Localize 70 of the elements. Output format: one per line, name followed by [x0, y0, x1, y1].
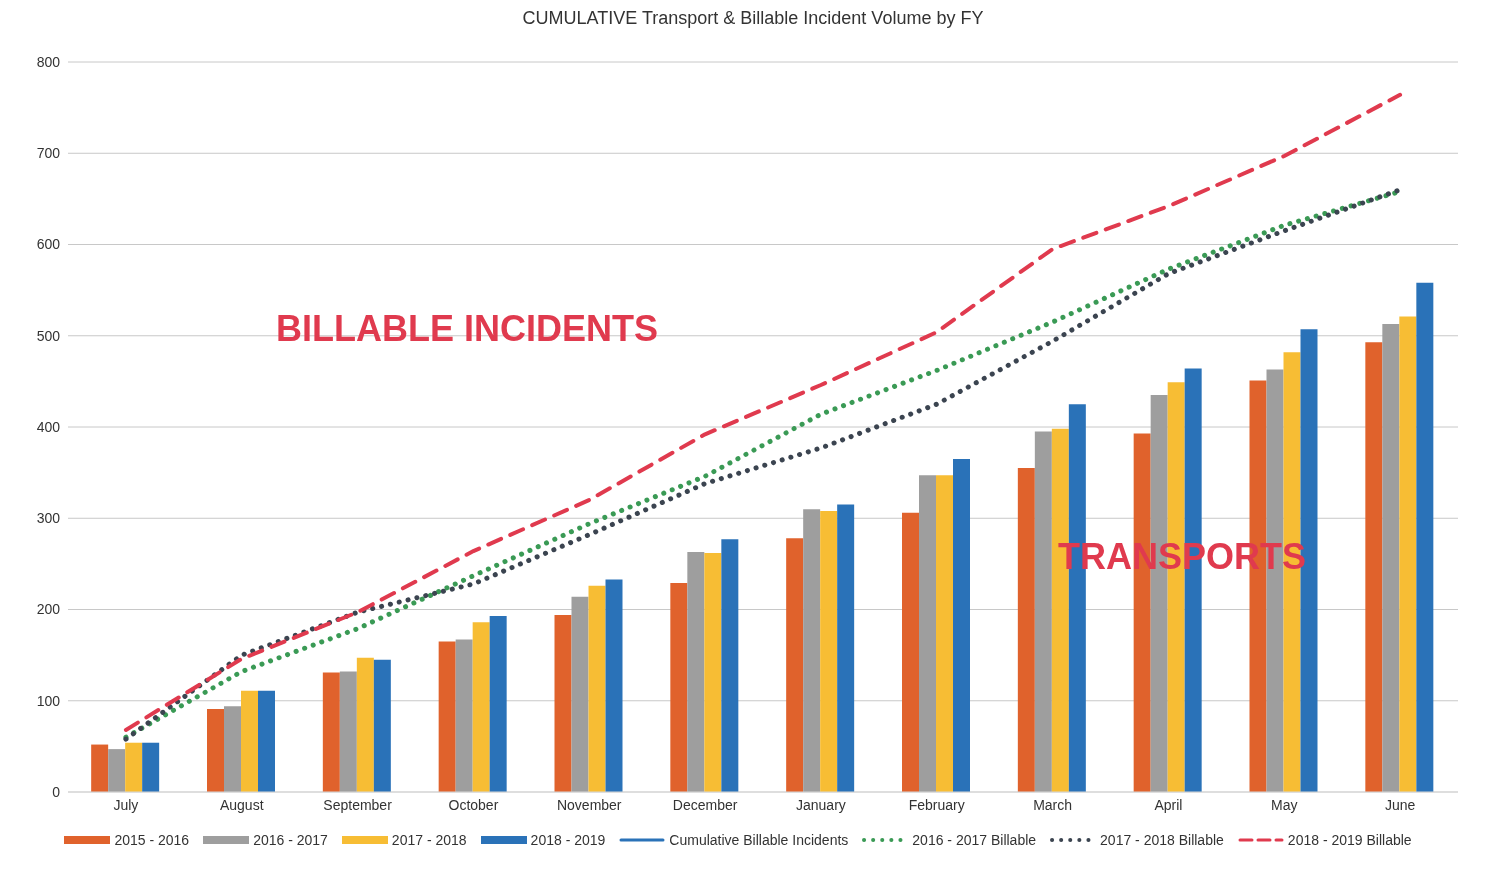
- x-tick-label: May: [1271, 796, 1298, 813]
- bar: [721, 539, 739, 792]
- bar: [786, 538, 804, 792]
- bar: [455, 639, 473, 792]
- x-tick-label: September: [323, 796, 393, 813]
- bar: [803, 509, 821, 792]
- x-tick-label: January: [796, 796, 846, 813]
- x-tick-label: December: [672, 796, 738, 813]
- legend-label: Cumulative Billable Incidents: [669, 832, 849, 848]
- bar: [241, 690, 258, 792]
- bar: [936, 475, 953, 792]
- bar: [438, 641, 456, 792]
- bar: [258, 690, 275, 792]
- bar: [953, 458, 970, 792]
- bar: [919, 475, 936, 792]
- bar: [588, 585, 606, 792]
- bar: [687, 552, 705, 792]
- y-tick-label: 500: [36, 327, 61, 344]
- bar: [373, 659, 391, 792]
- x-tick-label: October: [448, 796, 499, 813]
- bar: [1382, 323, 1400, 792]
- legend-label: 2018 - 2019: [530, 832, 606, 848]
- annotation: BILLABLE INCIDENTS: [276, 308, 658, 350]
- x-tick-label: August: [219, 796, 264, 813]
- bar: [1416, 282, 1434, 792]
- bar: [224, 706, 241, 792]
- bar: [820, 510, 838, 792]
- legend-label: 2017 - 2018 Billable: [1100, 832, 1224, 848]
- bar: [902, 512, 919, 792]
- bar: [554, 614, 572, 792]
- y-tick-label: 100: [36, 692, 61, 709]
- bar: [142, 742, 160, 792]
- x-tick-label: July: [113, 796, 139, 813]
- bar: [704, 552, 722, 792]
- chart-title: CUMULATIVE Transport & Billable Incident Volume by FY: [521, 8, 985, 30]
- bar: [1365, 342, 1383, 792]
- y-tick-label: 600: [36, 236, 61, 253]
- bar: [489, 615, 507, 792]
- x-tick-label: March: [1033, 796, 1073, 813]
- bar: [108, 749, 126, 792]
- y-tick-label: 200: [36, 601, 61, 618]
- legend-label: 2016 - 2017: [253, 832, 328, 848]
- bar: [605, 579, 623, 792]
- bar: [339, 671, 357, 792]
- bar: [472, 622, 490, 792]
- bar: [670, 583, 688, 792]
- bar: [1017, 468, 1035, 792]
- bar: [322, 672, 340, 792]
- line-series: [123, 92, 1403, 732]
- legend-label: 2018 - 2019 Billable: [1287, 832, 1412, 848]
- bar: [1034, 431, 1052, 792]
- legend-label: 2016 - 2017 Billable: [912, 832, 1037, 848]
- x-tick-label: February: [908, 796, 965, 813]
- x-tick-label: June: [1384, 796, 1416, 813]
- legend-label: 2017 - 2018: [391, 832, 467, 848]
- y-tick-label: 800: [36, 53, 61, 70]
- bar: [1399, 316, 1417, 792]
- bar: [207, 708, 224, 792]
- y-tick-label: 700: [36, 145, 61, 162]
- bar: [91, 744, 109, 792]
- y-tick-label: 400: [36, 418, 61, 435]
- bar: [125, 742, 143, 792]
- y-tick-label: 0: [52, 783, 61, 800]
- bar: [837, 504, 855, 792]
- legend-label: 2015 - 2016: [114, 832, 190, 848]
- y-tick-label: 300: [36, 510, 61, 527]
- bar: [356, 657, 374, 792]
- x-tick-label: November: [556, 796, 622, 813]
- bar: [571, 596, 589, 792]
- x-tick-label: April: [1154, 796, 1183, 813]
